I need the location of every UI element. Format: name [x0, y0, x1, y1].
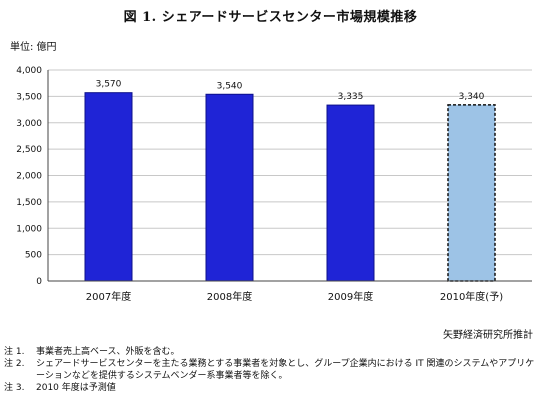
note-2: 注 2. シェアードサービスセンターを主たる業務とする事業者を対象とし、グループ…: [4, 358, 538, 382]
y-tick-label: 2,000: [16, 172, 42, 182]
data-labels: 3,570 3,540 3,335 3,340: [96, 80, 485, 102]
x-tick-label: 2007年度: [86, 290, 131, 303]
y-tick-label: 3,000: [16, 119, 42, 129]
x-tick-label: 2009年度: [328, 290, 373, 303]
note-label: 注 3.: [4, 383, 25, 393]
notes: 注 1. 事業者売上高ベース、外販を含む。 注 2. シェアードサービスセンター…: [4, 346, 538, 394]
data-label: 3,570: [96, 80, 122, 90]
x-tick-labels: 2007年度 2008年度 2009年度 2010年度(予): [86, 290, 503, 303]
y-tick-label: 0: [36, 277, 42, 287]
y-tick-label: 1,500: [16, 198, 42, 208]
data-label: 3,335: [338, 92, 364, 102]
note-1: 注 1. 事業者売上高ベース、外販を含む。: [4, 346, 538, 358]
note-3: 注 3. 2010 年度は予測値: [4, 382, 538, 394]
source-credit: 矢野経済研究所推計: [443, 330, 533, 341]
bar-chart: 3,570 3,540 3,335 3,340 0 500 1,000 1,500 2,000…: [16, 66, 532, 303]
y-tick-label: 2,500: [16, 145, 42, 155]
x-tick-label: 2008年度: [207, 290, 252, 303]
x-tick-label: 2010年度(予): [440, 290, 503, 303]
y-tick-label: 3,500: [16, 92, 42, 102]
y-tick-label: 4,000: [16, 66, 42, 76]
data-label: 3,340: [459, 92, 485, 102]
note-text: 2010 年度は予測値: [36, 383, 116, 393]
data-label: 3,540: [217, 81, 243, 91]
bar: [205, 93, 254, 282]
bars: [84, 92, 496, 282]
bar: [84, 92, 133, 282]
y-tick-label: 1,000: [16, 224, 42, 234]
note-label: 注 1.: [4, 347, 25, 357]
note-text: 事業者売上高ベース、外販を含む。: [36, 347, 180, 357]
y-tick-label: 500: [25, 251, 42, 261]
note-text: シェアードサービスセンターを主たる業務とする事業者を対象とし、グループ企業内にお…: [36, 359, 535, 381]
unit-label: 単位: 億円: [10, 42, 57, 53]
chart-title: 図 1. シェアードサービスセンター市場規模推移: [123, 10, 418, 25]
bar-forecast: [447, 104, 496, 282]
bar: [326, 104, 375, 282]
y-tick-labels: 0 500 1,000 1,500 2,000 2,500 3,000 3,500 4,000: [16, 66, 42, 287]
note-label: 注 2.: [4, 359, 25, 369]
